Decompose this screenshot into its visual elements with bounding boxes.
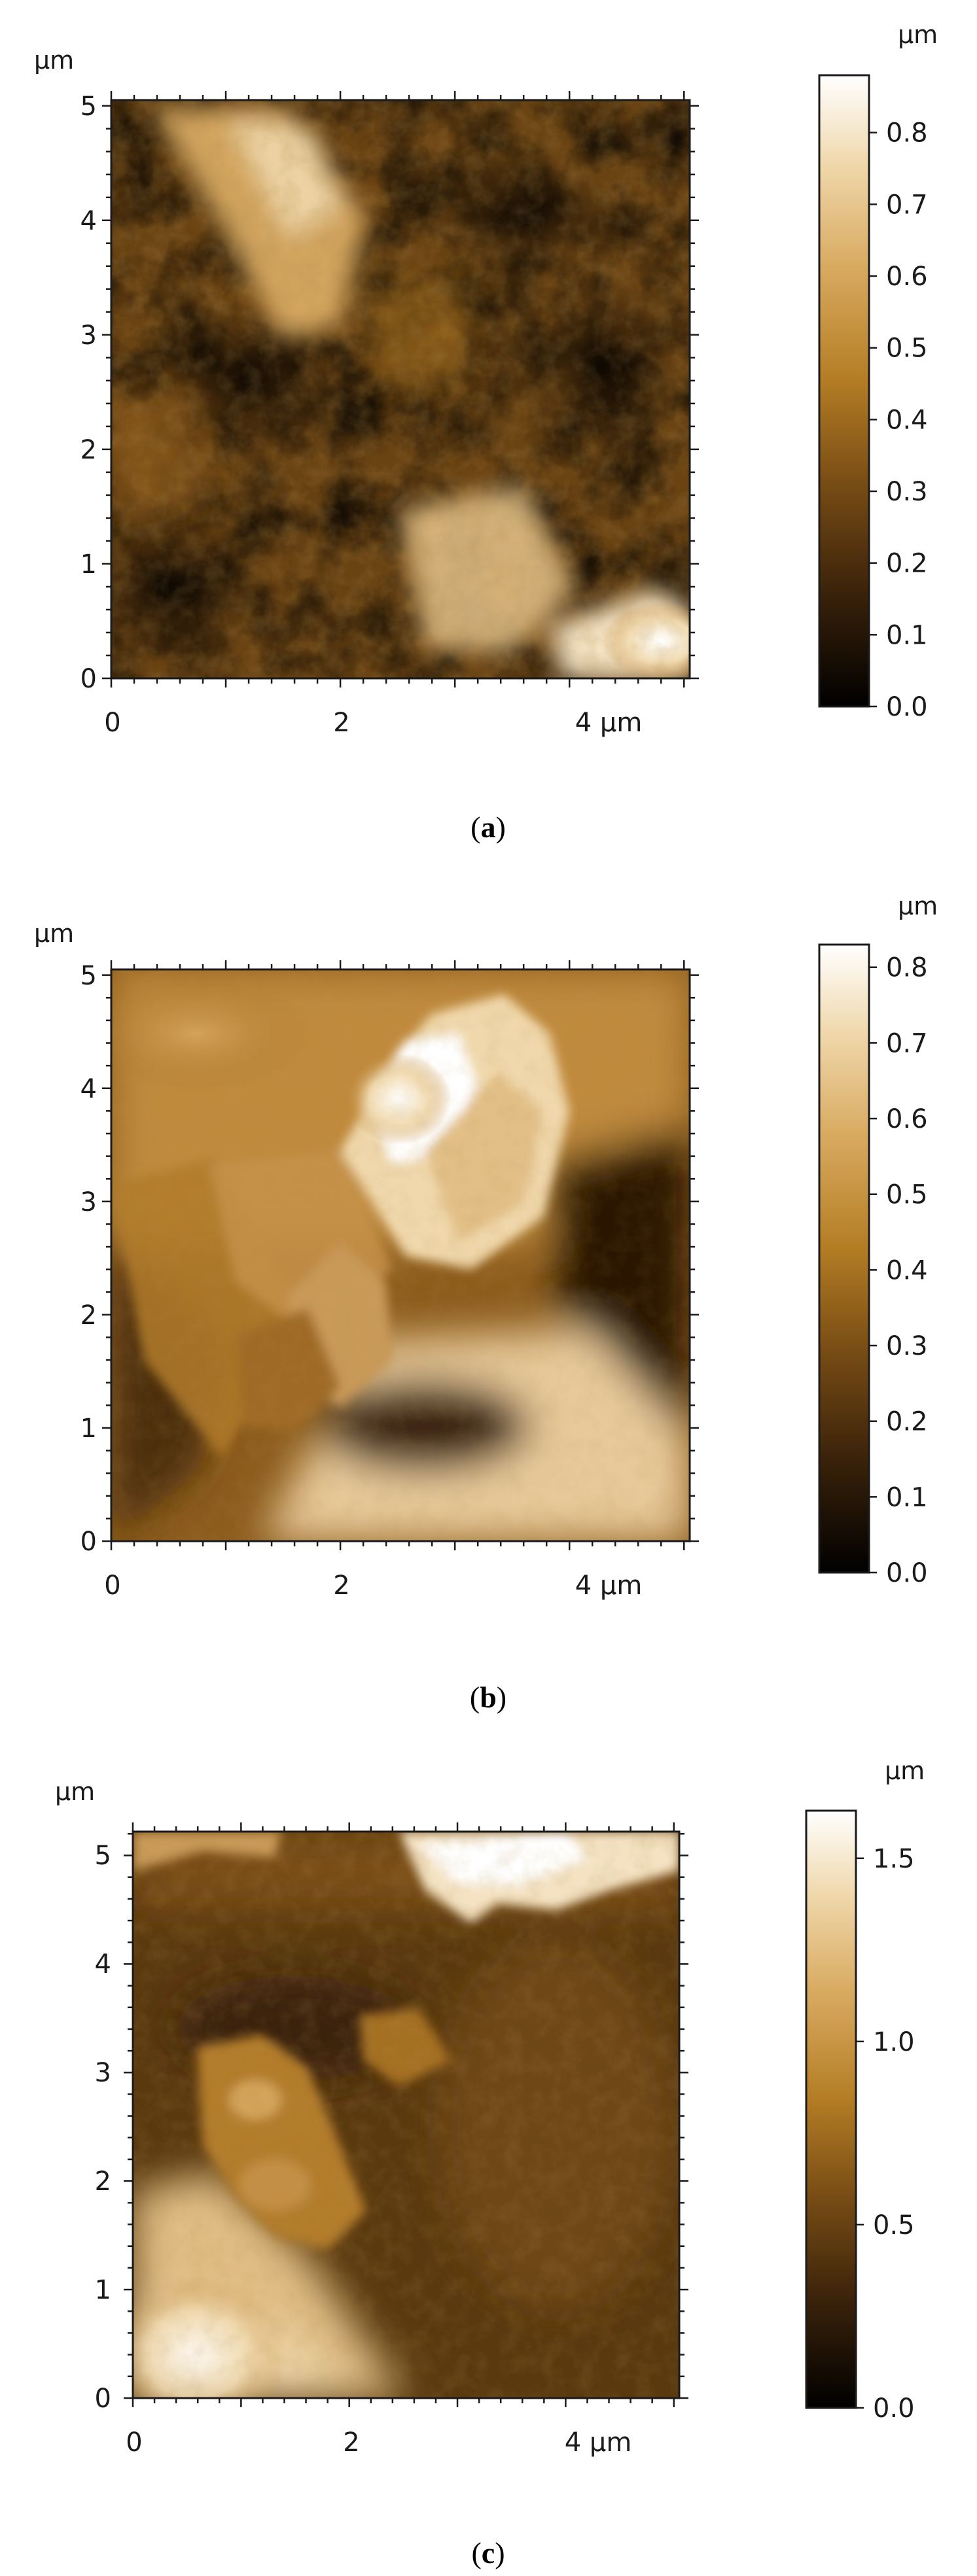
panel-c: µm 0 1 2 3 4 5 0 2 4 µm µm 0.00.51.01.5 …: [55, 1756, 925, 2569]
panel-label-c: (c): [471, 2536, 505, 2569]
x-tick-label: 0: [126, 2428, 142, 2458]
x-tick-label: 4 µm: [565, 2428, 632, 2458]
y-tick-label: 3: [80, 1187, 97, 1217]
colorbar-tick-label: 0.7: [886, 1028, 928, 1058]
colorbar-tick-label: 1.0: [873, 2027, 915, 2057]
colorbar-unit-a: µm: [898, 20, 938, 49]
colorbar-tick-label: 0.6: [886, 1104, 928, 1134]
y-axis-unit-b: µm: [34, 919, 74, 948]
colorbar-unit-c: µm: [885, 1756, 925, 1785]
colorbar-tick-label: 0.3: [886, 477, 928, 507]
y-axis-unit-a: µm: [34, 46, 74, 75]
colorbar-tick-label: 1.5: [873, 1844, 915, 1874]
x-tick-label: 2: [333, 1571, 349, 1601]
colorbar-tick-label: 0.1: [886, 1482, 928, 1512]
y-tick-label: 0: [80, 1527, 97, 1557]
y-tick-label: 3: [80, 321, 97, 351]
y-tick-label: 1: [80, 1414, 97, 1444]
colorbar-tick-label: 0.2: [886, 1407, 928, 1437]
x-tick-label: 2: [333, 708, 349, 738]
colorbar-tick-label: 0.4: [886, 1255, 928, 1285]
y-tick-label: 5: [80, 961, 97, 991]
panel-a: µm 0 1 2 3 4 5 0 2 4 µm µm 0.0 0.1 0.2 0.3 0…: [34, 20, 938, 844]
y-tick-label: 4: [80, 206, 97, 236]
x-tick-label: 4 µm: [575, 708, 643, 738]
colorbar-tick-label: 0.0: [886, 692, 928, 722]
y-axis-unit-c: µm: [55, 1777, 95, 1806]
colorbar-tick-label: 0.0: [873, 2393, 915, 2424]
y-tick-label: 5: [80, 92, 97, 122]
afm-image-b: [111, 969, 690, 1541]
y-tick-label: 1: [80, 549, 97, 580]
colorbar-tick-label: 0.8: [886, 953, 928, 983]
colorbar-tick-label: 0.8: [886, 118, 928, 148]
colorbar-tick-label: 0.7: [886, 190, 928, 220]
panel-b: µm 0 1 2 3 4 5 0 2 4 µm µm 0.0 0.1 0.2 0.3 0…: [34, 892, 938, 1714]
y-tick-label: 4: [95, 1949, 111, 1979]
afm-image-c: [133, 1832, 679, 2398]
y-tick-label: 0: [95, 2384, 111, 2414]
colorbar-tick-label: 0.3: [886, 1331, 928, 1361]
colorbar-tick-label: 0.2: [886, 549, 928, 579]
colorbar-unit-b: µm: [898, 892, 938, 920]
x-tick-label: 0: [104, 1571, 120, 1601]
y-tick-label: 4: [80, 1074, 97, 1104]
afm-image-a: [111, 100, 690, 678]
panel-label-b: (b): [470, 1680, 506, 1714]
colorbar-tick-label: 0.4: [886, 405, 928, 435]
y-tick-label: 2: [80, 1300, 97, 1331]
y-tick-label: 2: [80, 435, 97, 465]
colorbar-a: µm 0.0 0.1 0.2 0.3 0.4 0.5 0.6 0.7 0.8: [818, 20, 938, 722]
colorbar-tick-label: 0.5: [873, 2210, 915, 2240]
colorbar-tick-label: 0.6: [886, 262, 928, 292]
panel-label-a: (a): [471, 810, 506, 844]
colorbar-tick-label: 0.0: [886, 1558, 928, 1588]
x-tick-label: 4 µm: [575, 1571, 643, 1601]
y-tick-label: 5: [95, 1841, 111, 1871]
y-tick-label: 2: [95, 2167, 111, 2197]
y-tick-label: 1: [95, 2275, 111, 2305]
colorbar-tick-label: 0.1: [886, 620, 928, 650]
colorbar-b: µm 0.0 0.1 0.2 0.3 0.4 0.5 0.6 0.7 0.8: [818, 892, 938, 1588]
colorbar-tick-label: 0.5: [886, 1180, 928, 1210]
colorbar-tick-label: 0.5: [886, 334, 928, 364]
x-tick-label: 2: [343, 2428, 359, 2458]
y-tick-label: 0: [80, 664, 97, 694]
y-tick-label: 3: [95, 2058, 111, 2088]
colorbar-c: µm 0.0 0.5 1.0 1.5: [805, 1756, 925, 2424]
x-tick-label: 0: [104, 708, 120, 738]
